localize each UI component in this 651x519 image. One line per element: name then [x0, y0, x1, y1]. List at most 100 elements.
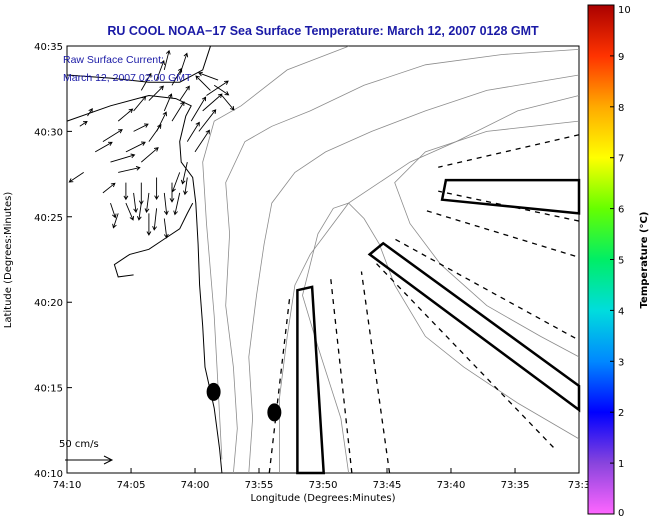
current-annotation-line-1: Raw Surface Current: [63, 54, 164, 66]
scale-label: 50 cm/s [59, 439, 99, 450]
current-vector [190, 96, 207, 122]
dashed-line [330, 278, 353, 474]
contour-line [202, 45, 349, 460]
current-vector [206, 80, 229, 96]
colorbar-tick-label: 9 [618, 52, 624, 63]
dashed-line [394, 238, 576, 339]
colorbar-tick-label: 6 [618, 205, 624, 216]
x-tick-label: 74:05 [117, 480, 146, 491]
scale-arrow-head [103, 455, 114, 465]
x-tick-label: 73:45 [373, 480, 402, 491]
current-vector [173, 192, 181, 216]
coast-line [66, 46, 211, 83]
dashed-line [360, 271, 391, 474]
dot-marker [267, 403, 282, 422]
current-vector [102, 182, 116, 194]
current-vector [94, 141, 113, 153]
y-tick-label: 40:15 [34, 384, 63, 395]
current-vector [136, 203, 142, 221]
current-vector [194, 129, 210, 153]
y-axis-ticks: 40:10 40:15 40:20 40:25 40:30 40:35 [34, 42, 72, 480]
current-vector [163, 192, 169, 216]
x-tick-label: 73:50 [309, 480, 338, 491]
y-tick-label: 40:35 [34, 42, 63, 53]
colorbar-ticks: 0 1 2 3 4 5 6 7 8 9 10 [610, 4, 631, 519]
current-vector [198, 109, 217, 132]
x-tick-label: 74:10 [53, 480, 82, 491]
coastline [66, 46, 223, 474]
contour-line [225, 49, 580, 474]
contour-line [394, 120, 580, 358]
current-vector [171, 172, 181, 193]
colorbar-tick-label: 7 [618, 154, 624, 165]
x-axis-label: Longitude (Degrees:Minutes) [250, 493, 395, 504]
current-vector [110, 202, 117, 219]
current-vector [146, 213, 152, 236]
contour-line [248, 74, 580, 474]
dashed-line [423, 209, 576, 257]
colorbar-tick-label: 3 [618, 357, 624, 368]
scale-arrow: 50 cm/s [59, 439, 114, 465]
current-vector [152, 208, 158, 231]
current-vector [156, 111, 167, 132]
y-tick-label: 40:10 [34, 469, 63, 480]
y-axis-label: Latitude (Degrees:Minutes) [3, 192, 14, 329]
coast-line [66, 94, 223, 474]
current-vector [163, 93, 173, 112]
current-vector [169, 182, 175, 203]
coast-line [113, 202, 194, 278]
current-vector [213, 84, 230, 96]
dashed-line [373, 260, 554, 448]
x-axis-ticks: 74:10 74:05 74:00 73:55 73:50 73:45 73:40 73:35… [53, 468, 590, 491]
current-vector [68, 172, 84, 183]
current-annotation-line-2: March 12, 2007 02:00 GMT [63, 72, 192, 84]
current-vector [79, 121, 88, 127]
current-vector [183, 177, 188, 196]
study-box [296, 285, 326, 475]
colorbar-tick-label: 1 [618, 459, 624, 470]
current-vector [125, 202, 135, 221]
colorbar-tick-label: 10 [618, 5, 631, 16]
colorbar-label: Temperature (°C) [639, 212, 650, 309]
current-vector [163, 49, 171, 71]
y-tick-label: 40:25 [34, 213, 63, 224]
contour-line [279, 95, 580, 473]
x-tick-label: 73:35 [501, 480, 530, 491]
current-vector [141, 147, 159, 163]
current-vector [117, 108, 134, 122]
current-vector [195, 75, 211, 91]
colorbar-tick-label: 2 [618, 408, 624, 419]
colorbar-tick-label: 5 [618, 256, 624, 267]
current-vector [133, 95, 147, 112]
study-box [440, 178, 581, 215]
dot-markers [206, 382, 282, 422]
study-box [367, 241, 581, 413]
current-vector [163, 218, 169, 239]
y-tick-label: 40:30 [34, 127, 63, 138]
current-vector [179, 52, 189, 76]
current-vector [221, 95, 235, 111]
plot-area: Raw Surface Current: March 12, 2007 02:0… [59, 45, 581, 475]
current-vector [156, 60, 165, 81]
current-vector [171, 101, 185, 122]
current-vector [133, 192, 138, 214]
current-vector [125, 141, 146, 153]
current-vector [123, 182, 129, 201]
x-tick-label: 74:00 [181, 480, 210, 491]
current-vector [144, 192, 150, 213]
current-vector [112, 213, 119, 229]
x-tick-label: 73:3 [568, 480, 590, 491]
current-vector [148, 85, 164, 101]
dot-marker [206, 382, 221, 401]
current-vector [180, 162, 188, 185]
study-boxes [296, 178, 581, 475]
current-vector [133, 123, 149, 132]
current-vector [110, 153, 136, 163]
current-vector [154, 177, 159, 201]
colorbar-tick-label: 4 [618, 306, 624, 317]
current-vector [140, 72, 152, 91]
current-vector [202, 93, 223, 112]
chart-title: RU COOL NOAA−17 Sea Surface Temperature:… [107, 24, 539, 38]
current-vector [118, 165, 141, 173]
